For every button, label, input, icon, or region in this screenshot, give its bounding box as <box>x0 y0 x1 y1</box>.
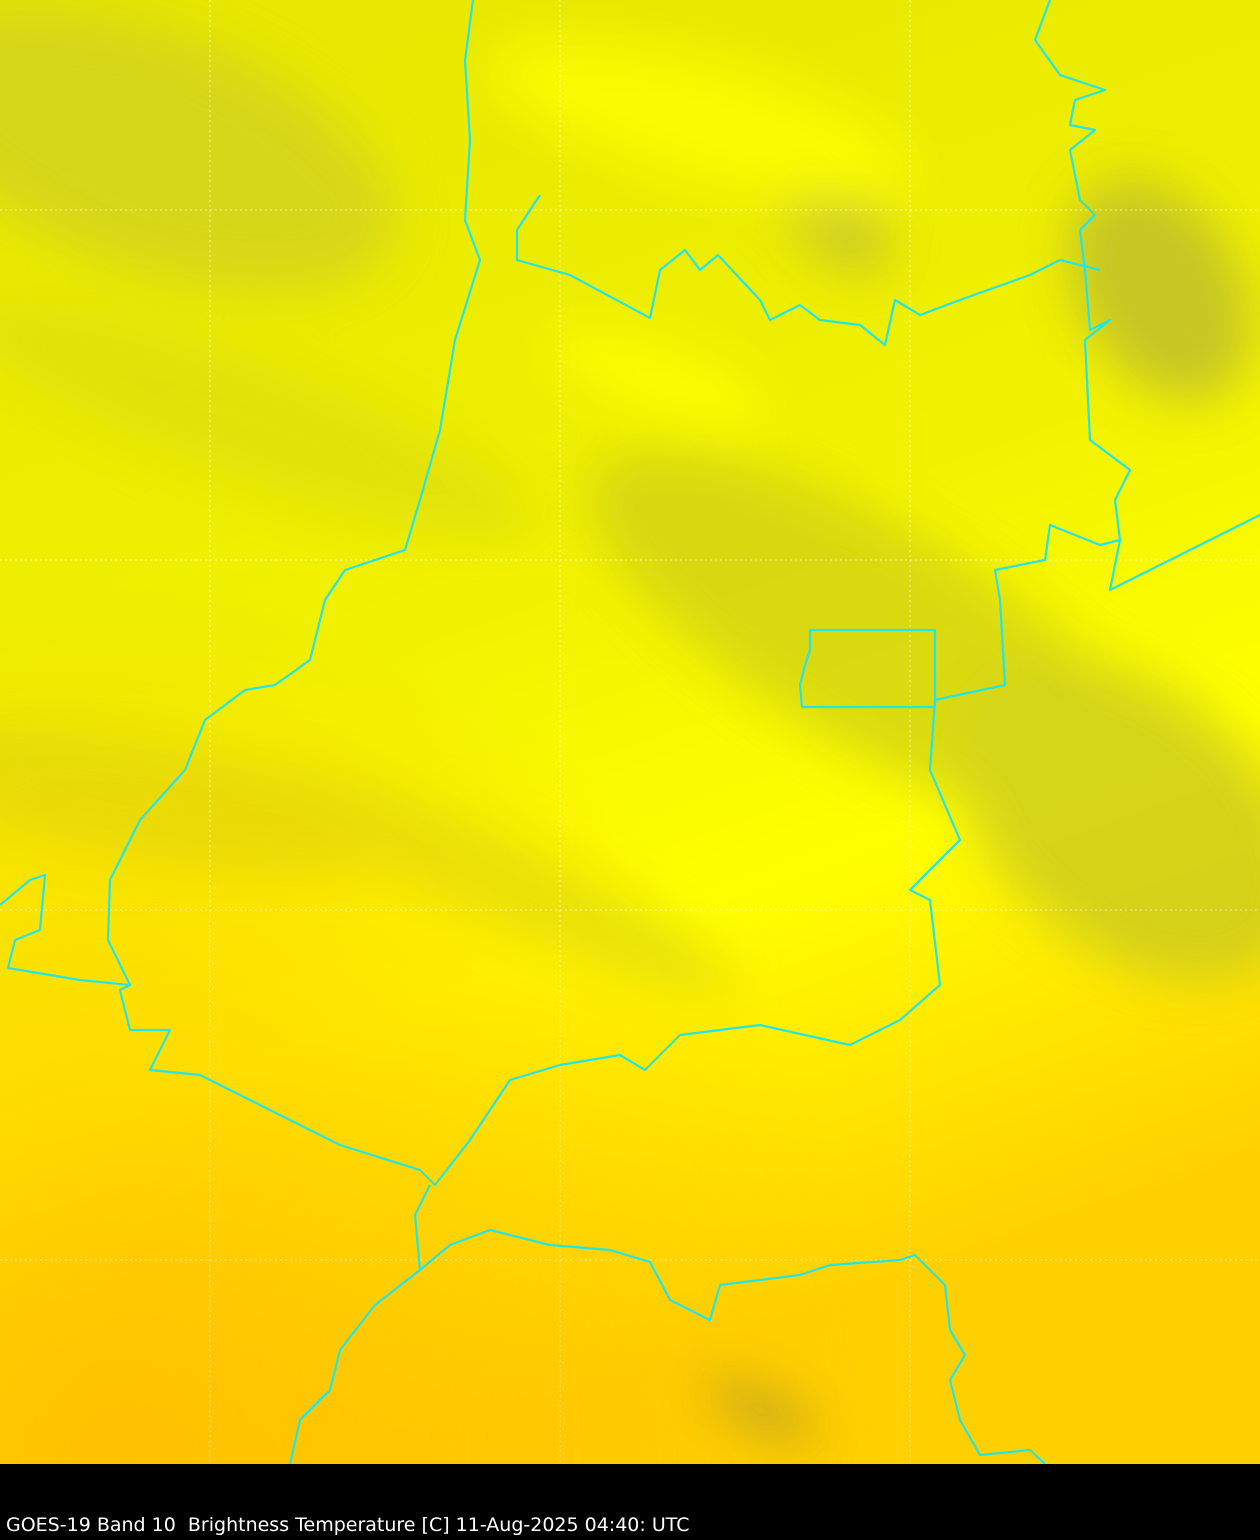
border-east-river <box>1033 0 1132 541</box>
satellite-map <box>0 0 1260 1464</box>
image-caption: GOES-19 Band 10 Brightness Temperature [… <box>6 1514 690 1536</box>
state-borders <box>0 0 1260 1464</box>
graticule <box>0 0 1260 1464</box>
border-west <box>0 873 131 987</box>
federal-district <box>798 628 937 709</box>
border-south <box>288 1228 1046 1464</box>
border-south-link <box>413 1184 431 1271</box>
border-main <box>106 0 1260 1187</box>
warm-region <box>0 0 1260 1464</box>
border-north <box>515 194 1101 347</box>
